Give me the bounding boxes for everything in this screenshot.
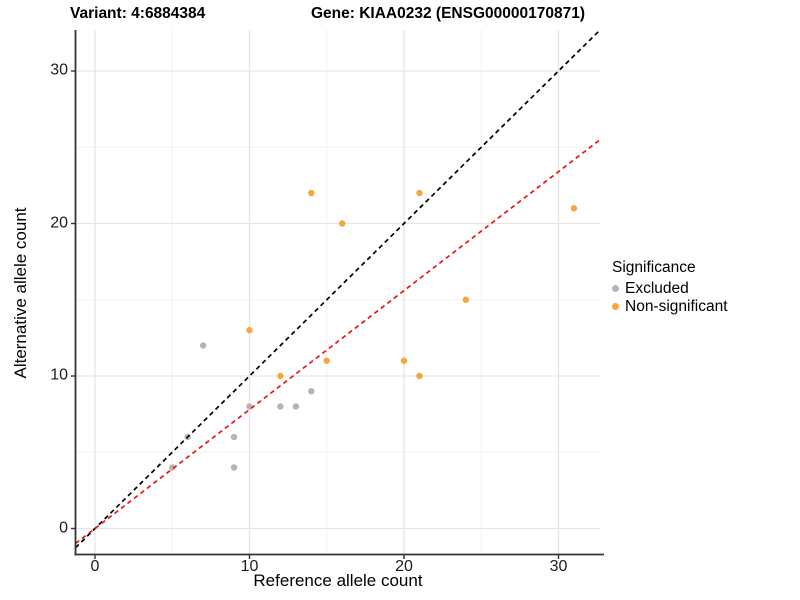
variant-title: Variant: 4:6884384 <box>70 5 206 22</box>
y-tick-label: 30 <box>50 61 68 79</box>
data-point <box>292 403 300 410</box>
series-non-significant <box>246 189 578 380</box>
fitted-ratio-line <box>75 139 600 545</box>
y-tick-label: 10 <box>50 366 68 384</box>
data-point <box>230 433 238 441</box>
identity-line <box>75 30 600 549</box>
y-axis-title: Alternative allele count <box>11 207 30 379</box>
legend: Significance Excluded Non-significant <box>612 259 728 315</box>
series-excluded <box>169 342 315 471</box>
legend-item-non-significant: Non-significant <box>612 298 728 316</box>
data-point <box>339 220 346 227</box>
legend-item-excluded: Excluded <box>612 280 728 298</box>
data-point <box>169 464 176 471</box>
data-point <box>416 189 423 197</box>
legend-title: Significance <box>612 259 696 276</box>
data-point <box>400 357 408 364</box>
data-point <box>246 327 253 334</box>
y-tick-label: 20 <box>50 214 68 232</box>
legend-label-excluded: Excluded <box>625 280 689 297</box>
data-point <box>199 342 207 349</box>
gridlines <box>75 30 600 555</box>
data-point <box>462 296 469 303</box>
x-axis-title: Reference allele count <box>253 571 423 590</box>
gene-title: Gene: KIAA0232 (ENSG00000170871) <box>311 5 585 22</box>
data-point <box>308 388 315 395</box>
reference-lines <box>75 30 600 549</box>
data-point <box>277 403 284 410</box>
x-tick-label: 20 <box>395 558 413 575</box>
x-tick-label: 10 <box>240 558 259 575</box>
legend-label-non-significant: Non-significant <box>625 297 728 315</box>
non-significant-dot-icon <box>612 302 619 310</box>
x-tick-label: 30 <box>549 558 568 575</box>
data-point <box>230 464 238 471</box>
y-tick-label: 0 <box>59 519 68 537</box>
data-point <box>323 357 330 364</box>
data-point <box>570 205 578 212</box>
data-point <box>277 372 284 380</box>
data-point <box>308 189 315 197</box>
data-point <box>416 372 423 380</box>
axes <box>71 30 604 559</box>
x-tick-label: 0 <box>90 558 100 575</box>
excluded-dot-icon <box>612 285 619 293</box>
